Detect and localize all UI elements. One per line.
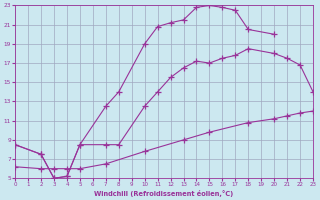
X-axis label: Windchill (Refroidissement éolien,°C): Windchill (Refroidissement éolien,°C) [94, 190, 234, 197]
